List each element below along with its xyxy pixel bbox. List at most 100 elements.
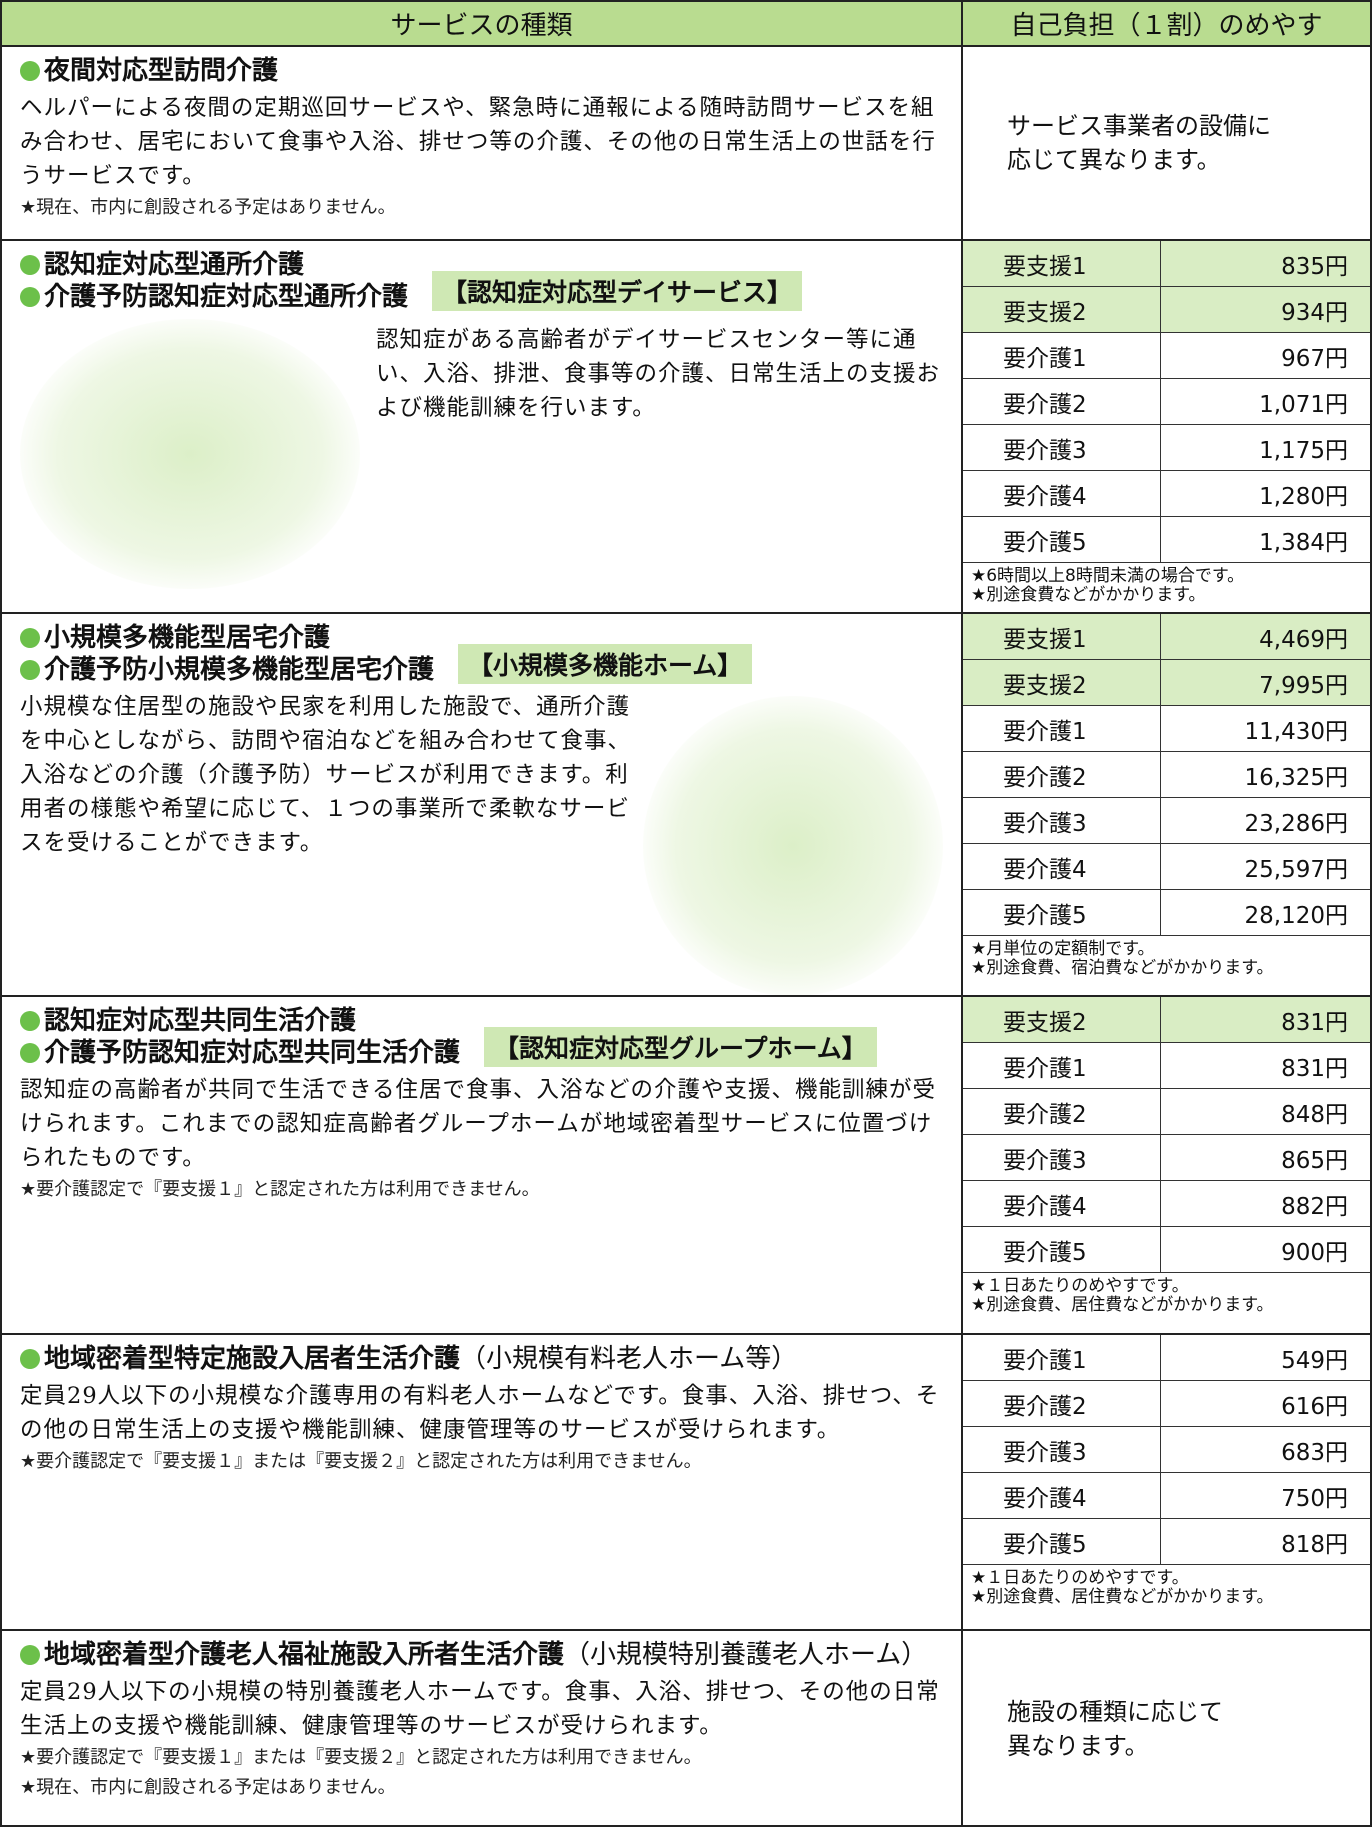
service-row: 地域密着型特定施設入居者生活介護（小規模有料老人ホーム等） 定員29人以下の小規模… [2,1335,1370,1631]
illustration [643,696,943,995]
cost-cell: 要支援1 4,469円 要支援2 7,995円 要介護1 11,430円要介護2 16,32… [963,614,1370,995]
service-cell: 地域密着型介護老人福祉施設入所者生活介護（小規模特別養護老人ホーム） 定員29人以… [2,1631,963,1825]
titles: 認知症対応型共同生活介護 介護予防認知症対応型共同生活介護 [20,1005,460,1069]
price-note: ★別途食費、居住費などがかかります。 [971,1295,1274,1315]
service-cell: 認知症対応型通所介護 介護予防認知症対応型通所介護 【認知症対応型デイサービス】 認知… [2,241,963,612]
price-row: 要支援2 934円 [963,287,1370,333]
care-level: 要介護4 [963,1181,1161,1226]
price-notes: ★月単位の定額制です。 ★別途食費、宿泊費などがかかります。 [963,936,1370,982]
service-title: 地域密着型特定施設入居者生活介護（小規模有料老人ホーム等） [20,1343,797,1375]
titles: 小規模多機能型居宅介護 介護予防小規模多機能型居宅介護 [20,622,434,686]
price-row: 要介護1 831円 [963,1043,1370,1089]
price-row: 要介護5 28,120円 [963,890,1370,936]
care-level: 要介護5 [963,1519,1161,1564]
price-row: 要介護3 865円 [963,1135,1370,1181]
care-level: 要介護2 [963,1381,1161,1426]
service-row: 夜間対応型訪問介護ヘルパーによる夜間の定期巡回サービスや、緊急時に通報による随時… [2,47,1370,241]
price-amount: 28,120円 [1244,902,1348,929]
price-amount: 16,325円 [1244,764,1348,791]
price-amount: 900円 [1281,1239,1348,1266]
service-row: 小規模多機能型居宅介護 介護予防小規模多機能型居宅介護 【小規模多機能ホーム】 小規模… [2,614,1370,997]
price-row: 要介護4 1,280円 [963,471,1370,517]
price-amount: 1,384円 [1259,529,1348,556]
care-level: 要介護2 [963,1089,1161,1134]
description: 認知症の高齢者が共同で生活できる住居で食事、入浴などの介護や支援、機能訓練が受け… [20,1077,937,1171]
service-row: 地域密着型介護老人福祉施設入所者生活介護（小規模特別養護老人ホーム） 定員29人以… [2,1631,1370,1825]
care-level: 要支援1 [963,241,1161,286]
service-head: 夜間対応型訪問介護 [20,55,943,87]
price-row: 要介護3 683円 [963,1427,1370,1473]
service-cell: 地域密着型特定施設入居者生活介護（小規模有料老人ホーム等） 定員29人以下の小規模… [2,1335,963,1629]
note: ★現在、市内に創設される予定はありません。 [20,1777,396,1798]
price-amount: 4,469円 [1259,626,1348,653]
titles: 夜間対応型訪問介護 [20,55,278,87]
price-notes: ★6時間以上8時間未満の場合です。 ★別途食費などがかかります。 [963,563,1370,609]
description: 小規模な住居型の施設や民家を利用した施設で、通所介護を中心としながら、訪問や宿泊… [20,694,632,856]
price-row: 要支援1 835円 [963,241,1370,287]
price-row: 要介護2 16,325円 [963,752,1370,798]
care-level: 要介護1 [963,1335,1161,1380]
service-head: 小規模多機能型居宅介護 介護予防小規模多機能型居宅介護 【小規模多機能ホーム】 [20,622,943,686]
care-level: 要介護2 [963,379,1161,424]
service-title: 認知症対応型通所介護 [20,249,408,281]
description: 認知症がある高齢者がデイサービスセンター等に通い、入浴、排泄、食事等の介護、日常… [376,327,941,421]
price-note: ★別途食費、居住費などがかかります。 [971,1587,1274,1607]
service-row: 認知症対応型共同生活介護 介護予防認知症対応型共同生活介護 【認知症対応型グループホ… [2,997,1370,1335]
price-note: ★別途食費などがかかります。 [971,585,1206,605]
price-row: 要介護5 1,384円 [963,517,1370,563]
price-row: 要介護4 882円 [963,1181,1370,1227]
care-level: 要介護1 [963,706,1161,751]
price-amount: 750円 [1281,1485,1348,1512]
service-title: 介護予防認知症対応型共同生活介護 [20,1037,460,1069]
care-level: 要介護1 [963,1043,1161,1088]
cost-text: 応じて異なります。 [1007,146,1221,174]
price-amount: 848円 [1281,1101,1348,1128]
description: ヘルパーによる夜間の定期巡回サービスや、緊急時に通報による随時訪問サービスを組み… [20,95,936,189]
price-amount: 549円 [1281,1347,1348,1374]
care-level: 要介護5 [963,890,1161,935]
note: ★要介護認定で『要支援１』または『要支援２』と認定された方は利用できません。 [20,1747,702,1768]
description: 定員29人以下の小規模な介護専用の有料老人ホームなどです。食事、入浴、排せつ、そ… [20,1383,940,1443]
service-title: 地域密着型介護老人福祉施設入所者生活介護（小規模特別養護老人ホーム） [20,1639,927,1671]
price-notes: ★１日あたりのめやすです。 ★別途食費、居住費などがかかります。 [963,1273,1370,1319]
price-amount: 7,995円 [1259,672,1348,699]
title-note: （小規模特別養護老人ホーム） [564,1640,928,1670]
price-amount: 967円 [1281,345,1348,372]
price-amount: 865円 [1281,1147,1348,1174]
cost-cell: 要介護1 549円 要介護2 616円 要介護3 683円 要介護4 750円 要介護5 818円… [963,1335,1370,1629]
price-note: ★6時間以上8時間未満の場合です。 [971,566,1245,586]
illustration [20,319,360,589]
cost-cell: 施設の種類に応じて 異なります。 [963,1631,1370,1825]
price-row: 要介護1 967円 [963,333,1370,379]
price-amount: 25,597円 [1244,856,1348,883]
service-cell: 夜間対応型訪問介護ヘルパーによる夜間の定期巡回サービスや、緊急時に通報による随時… [2,47,963,239]
care-level: 要介護3 [963,798,1161,843]
price-note: ★別途食費、宿泊費などがかかります。 [971,958,1274,978]
price-row: 要介護3 23,286円 [963,798,1370,844]
service-title: 夜間対応型訪問介護 [20,55,278,87]
price-amount: 835円 [1281,253,1348,280]
price-row: 要支援2 7,995円 [963,660,1370,706]
price-amount: 1,280円 [1259,483,1348,510]
service-tag: 【認知症対応型デイサービス】 [432,271,803,311]
note: ★現在、市内に創設される予定はありません。 [20,197,396,218]
price-amount: 831円 [1281,1055,1348,1082]
service-title: 認知症対応型共同生活介護 [20,1005,460,1037]
service-tag: 【小規模多機能ホーム】 [458,644,753,684]
price-amount: 11,430円 [1244,718,1348,745]
price-amount: 683円 [1281,1439,1348,1466]
price-note: ★１日あたりのめやすです。 [971,1568,1189,1588]
price-note: ★１日あたりのめやすです。 [971,1276,1189,1296]
service-tag: 【認知症対応型グループホーム】 [484,1027,877,1067]
care-level: 要介護4 [963,844,1161,889]
price-notes: ★１日あたりのめやすです。 ★別途食費、居住費などがかかります。 [963,1565,1370,1611]
price-row: 要支援1 4,469円 [963,614,1370,660]
service-head: 認知症対応型共同生活介護 介護予防認知症対応型共同生活介護 【認知症対応型グループホ… [20,1005,943,1069]
price-row: 要介護3 1,175円 [963,425,1370,471]
service-row: 認知症対応型通所介護 介護予防認知症対応型通所介護 【認知症対応型デイサービス】 認知… [2,241,1370,614]
care-level: 要介護4 [963,471,1161,516]
header-row: サービスの種類 自己負担（１割）のめやす [2,2,1370,47]
price-row: 要介護5 900円 [963,1227,1370,1273]
price-amount: 934円 [1281,299,1348,326]
